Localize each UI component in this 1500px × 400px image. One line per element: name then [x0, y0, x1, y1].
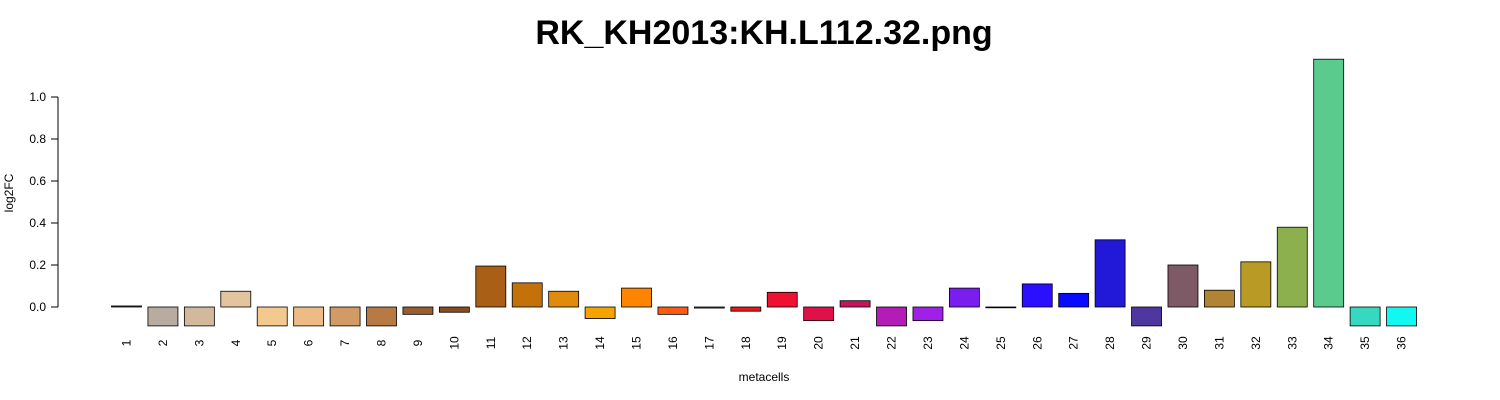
- x-tick-label: 33: [1285, 336, 1299, 350]
- bar-7: [329, 306, 361, 327]
- bar-11: [475, 265, 507, 308]
- bar-34: [1313, 58, 1345, 308]
- x-tick-label: 18: [739, 336, 753, 350]
- y-tick-label: 0.8: [29, 132, 46, 146]
- bar-32: [1240, 261, 1272, 308]
- x-tick-label: 25: [994, 336, 1008, 350]
- x-tick-label: 30: [1176, 336, 1190, 350]
- bars: [111, 58, 1417, 327]
- x-tick-label: 16: [666, 336, 680, 350]
- bar-33: [1276, 226, 1308, 308]
- x-tick-label: 34: [1322, 336, 1336, 350]
- x-tick-label: 5: [265, 339, 279, 346]
- bar-3: [183, 306, 215, 327]
- x-tick-label: 1: [120, 339, 134, 346]
- x-tick-label: 8: [375, 339, 389, 346]
- x-tick-label: 35: [1358, 336, 1372, 350]
- x-tick-label: 32: [1249, 336, 1263, 350]
- chart-title: RK_KH2013:KH.L112.32.png: [535, 14, 992, 52]
- bar-22: [876, 306, 907, 327]
- bar-13: [548, 290, 580, 308]
- x-tick-label: 31: [1212, 336, 1226, 350]
- x-tick-label: 26: [1030, 336, 1044, 350]
- x-tick-label: 7: [338, 339, 352, 346]
- bar-8: [366, 306, 397, 327]
- x-tick-label: 13: [557, 336, 571, 350]
- bar-27: [1058, 292, 1090, 308]
- x-tick-label: 17: [702, 336, 716, 350]
- bar-2: [147, 306, 179, 327]
- bar-17: [693, 306, 725, 309]
- bar-35: [1349, 306, 1381, 327]
- bar-25: [985, 306, 1017, 309]
- x-tick-label: 11: [484, 336, 498, 349]
- x-tick-labels: 1 2 3 4 5 6 7 8 9 10 11 12 13 14 15 16 17 18 19 20 21 22 23 24 2…: [120, 336, 1409, 350]
- x-tick-label: 21: [848, 336, 862, 350]
- bar-24: [948, 287, 980, 308]
- x-tick-label: 6: [302, 339, 316, 346]
- x-tick-label: 15: [630, 336, 644, 350]
- bar-4: [220, 290, 252, 308]
- x-tick-label: 28: [1103, 336, 1117, 350]
- y-tick-label: 0.4: [29, 216, 46, 230]
- x-tick-label: 3: [192, 339, 206, 346]
- bar-6: [293, 306, 325, 327]
- bar-15: [621, 287, 652, 308]
- bar-23: [912, 306, 944, 322]
- y-axis: 0.0 0.2 0.4 0.6 0.8 1.0: [29, 90, 59, 314]
- bar-14: [584, 306, 616, 319]
- y-tick-label: 0.6: [29, 174, 46, 188]
- bar-19: [766, 291, 798, 308]
- x-tick-label: 10: [447, 336, 461, 350]
- x-tick-label: 20: [812, 336, 826, 350]
- bar-29: [1131, 306, 1162, 327]
- bar-30: [1167, 264, 1199, 308]
- x-axis-title: metacells: [739, 370, 790, 384]
- x-tick-label: 22: [885, 336, 899, 350]
- bar-10: [438, 306, 470, 313]
- x-tick-label: 27: [1067, 336, 1081, 350]
- y-tick-label: 0.2: [29, 258, 46, 272]
- bar-28: [1094, 239, 1126, 308]
- x-tick-label: 24: [957, 336, 971, 350]
- bar-16: [657, 306, 689, 315]
- x-tick-label: 29: [1140, 336, 1154, 350]
- bar-1: [111, 305, 142, 308]
- x-tick-label: 19: [775, 336, 789, 350]
- bar-36: [1386, 306, 1417, 327]
- x-tick-label: 12: [520, 336, 534, 350]
- bar-21: [839, 300, 871, 308]
- bar-20: [803, 306, 835, 322]
- y-tick-label: 0.0: [29, 300, 46, 314]
- y-tick-label: 1.0: [29, 90, 46, 104]
- x-tick-label: 2: [156, 339, 170, 346]
- bar-18: [730, 306, 762, 312]
- bar-26: [1021, 283, 1053, 308]
- x-tick-label: 4: [229, 339, 243, 346]
- x-tick-label: 36: [1395, 336, 1409, 350]
- x-tick-label: 9: [411, 339, 425, 346]
- bar-31: [1204, 289, 1235, 308]
- x-tick-label: 23: [921, 336, 935, 350]
- bar-12: [511, 282, 543, 308]
- y-axis-title: log2FC: [2, 173, 16, 212]
- x-tick-label: 14: [593, 336, 607, 350]
- bar-5: [256, 306, 288, 327]
- bar-9: [402, 306, 434, 315]
